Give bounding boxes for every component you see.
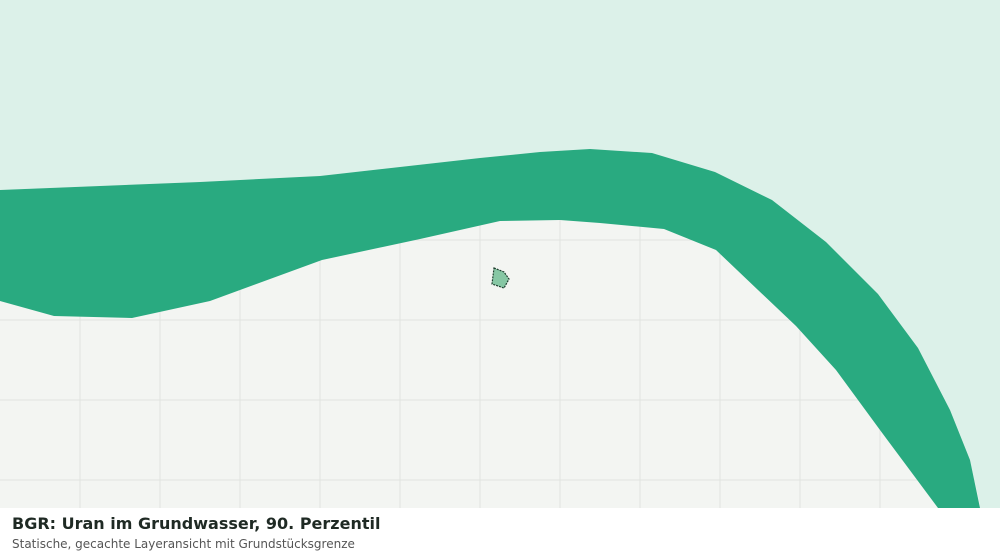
footer: BGR: Uran im Grundwasser, 90. Perzentil …: [0, 508, 1000, 560]
parcel-boundary: [491, 267, 510, 289]
high-zone: [0, 149, 980, 508]
title: BGR: Uran im Grundwasser, 90. Perzentil: [12, 514, 381, 533]
subtitle: Statische, gecachte Layeransicht mit Gru…: [12, 537, 355, 551]
